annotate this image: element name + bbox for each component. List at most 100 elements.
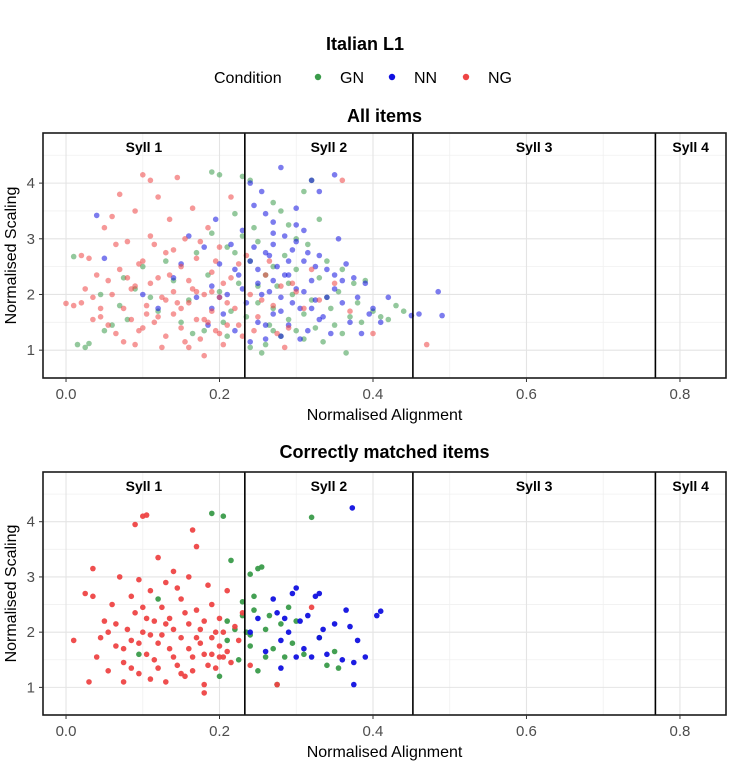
point-ng — [258, 297, 265, 303]
point-ng — [151, 657, 158, 663]
point-ng — [128, 593, 135, 600]
point-ng — [105, 629, 111, 635]
point-gn — [101, 327, 108, 334]
point-nn — [349, 505, 356, 511]
point-gn — [255, 668, 261, 674]
point-gn — [251, 224, 257, 231]
point-ng — [109, 291, 115, 298]
point-nn — [305, 612, 311, 619]
point-ng — [178, 263, 184, 270]
x-tick-label: 0.2 — [209, 723, 230, 740]
point-ng — [232, 305, 238, 312]
point-gn — [351, 280, 357, 287]
x-tick-label: 0.8 — [670, 386, 691, 403]
point-ng — [189, 286, 196, 292]
point-nn — [247, 629, 253, 635]
point-ng — [216, 654, 223, 660]
point-ng — [239, 333, 246, 340]
point-ng — [86, 679, 92, 685]
point-nn — [358, 330, 365, 337]
point-gn — [209, 510, 215, 517]
point-ng — [182, 610, 188, 616]
point-ng — [124, 275, 131, 281]
point-ng — [86, 255, 92, 262]
point-nn — [201, 244, 207, 250]
point-ng — [189, 205, 196, 211]
point-ng — [120, 679, 127, 685]
point-ng — [143, 512, 150, 518]
point-nn — [220, 311, 227, 317]
point-nn — [316, 252, 323, 259]
point-ng — [170, 311, 177, 317]
point-ng — [113, 643, 119, 649]
point-gn — [109, 322, 115, 328]
point-ng — [120, 659, 127, 666]
panel-subtitle: Correctly matched items — [279, 442, 489, 462]
point-ng — [205, 662, 211, 669]
point-ng — [228, 194, 234, 200]
point-ng — [174, 300, 181, 306]
point-ng — [216, 294, 223, 301]
point-gn — [220, 513, 227, 519]
point-nn — [258, 188, 265, 195]
point-ng — [163, 249, 169, 256]
plot-area — [43, 472, 726, 715]
point-ng — [216, 244, 223, 250]
point-nn — [293, 654, 300, 660]
point-ng — [201, 690, 207, 696]
point-ng — [274, 330, 280, 337]
point-ng — [147, 233, 154, 239]
point-nn — [385, 294, 392, 301]
panel-border — [42, 132, 727, 379]
point-ng — [278, 283, 284, 289]
point-nn — [308, 277, 315, 284]
point-gn — [136, 651, 142, 658]
point-nn — [289, 590, 296, 597]
x-tick-label: 0.4 — [363, 386, 384, 403]
point-ng — [128, 637, 135, 644]
point-ng — [136, 576, 142, 583]
point-ng — [147, 632, 154, 638]
point-gn — [147, 294, 154, 301]
point-ng — [147, 587, 154, 594]
point-nn — [255, 280, 261, 287]
x-tick-label: 0.2 — [209, 386, 230, 403]
point-nn — [301, 227, 307, 234]
point-nn — [354, 294, 361, 301]
point-gn — [209, 169, 215, 175]
point-ng — [90, 316, 96, 323]
x-axis-label: Normalised Alignment — [307, 744, 463, 761]
point-gn — [301, 651, 307, 658]
point-ng — [155, 554, 161, 561]
point-nn — [255, 319, 261, 326]
point-ng — [113, 330, 119, 337]
point-ng — [193, 543, 200, 550]
point-ng — [239, 610, 246, 616]
point-ng — [97, 314, 104, 320]
point-gn — [251, 593, 257, 600]
point-gn — [343, 350, 349, 356]
point-ng — [155, 194, 161, 200]
point-ng — [151, 319, 158, 326]
point-ng — [189, 654, 196, 660]
point-ng — [235, 322, 242, 328]
point-ng — [170, 247, 177, 253]
point-ng — [251, 327, 257, 334]
point-ng — [216, 615, 223, 622]
point-ng — [155, 665, 161, 671]
point-gn — [258, 350, 265, 356]
point-ng — [140, 604, 146, 611]
point-ng — [205, 582, 211, 588]
point-ng — [228, 275, 234, 281]
syllable-label: Syll 1 — [126, 478, 163, 494]
point-ng — [370, 330, 376, 337]
point-nn — [239, 227, 246, 234]
point-ng — [132, 341, 138, 348]
point-nn — [305, 327, 311, 334]
point-ng — [82, 590, 88, 597]
point-ng — [224, 300, 230, 306]
point-gn — [393, 302, 399, 309]
point-gn — [339, 330, 346, 337]
point-nn — [324, 651, 330, 658]
point-ng — [93, 272, 100, 278]
